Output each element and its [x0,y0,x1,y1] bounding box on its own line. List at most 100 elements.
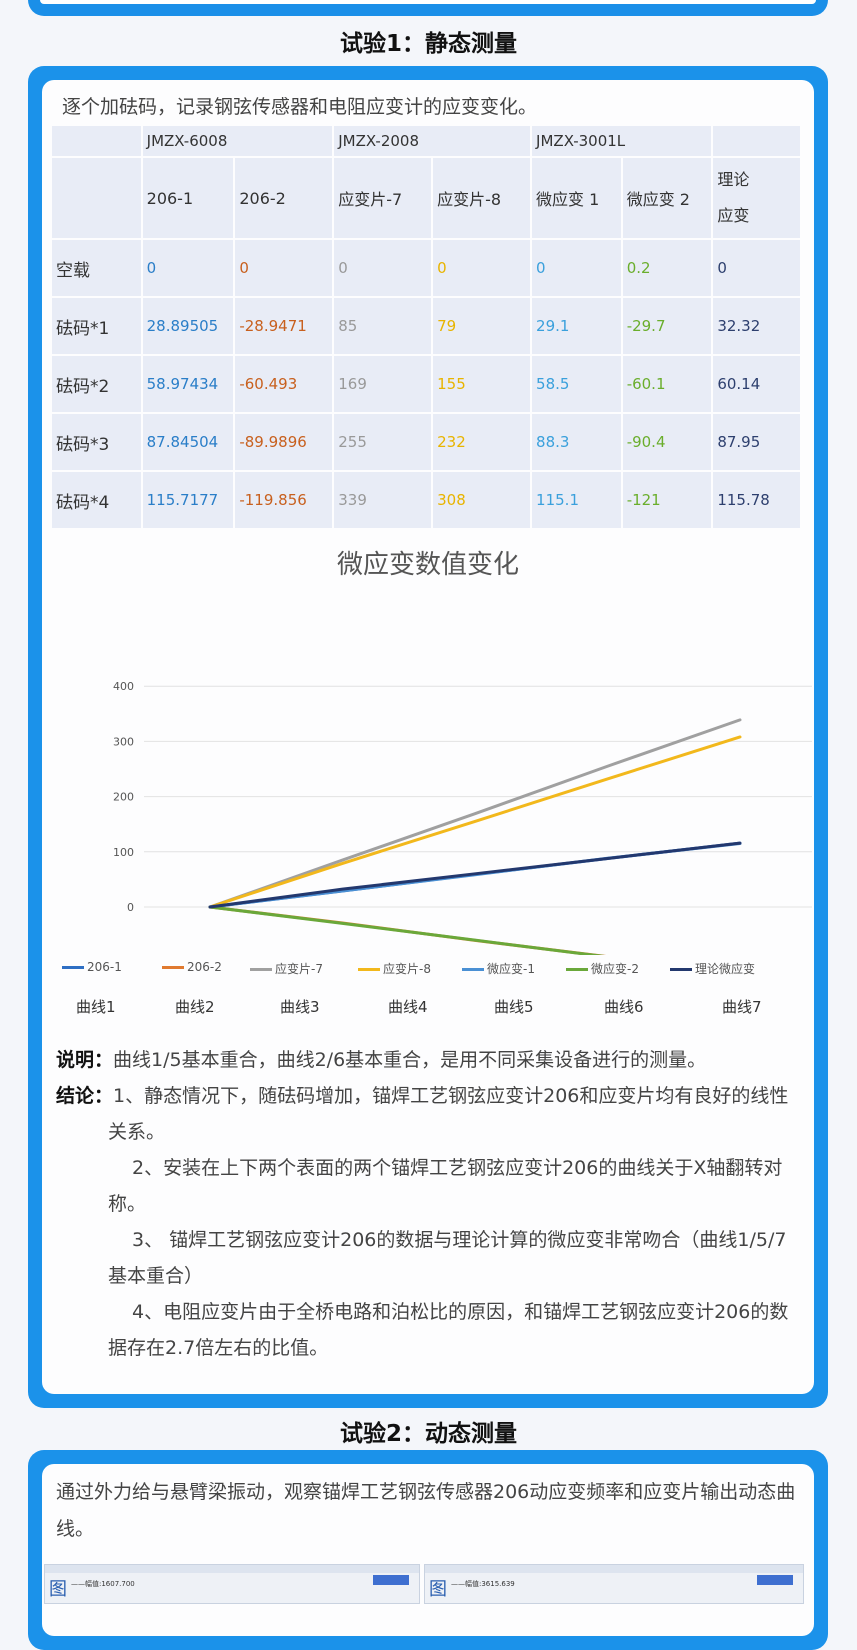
dynamic-screenshot-2: 图 ——幅值:3615.639 [424,1564,804,1604]
test2-title: 试验2：动态测量 [339,1421,517,1447]
table-row: 砝码*2 58.97434 -60.493 169 155 58.5 -60.1… [50,354,802,414]
chart-title: 微应变数值变化 [336,550,519,580]
legend-label: 206-1 [87,960,122,974]
series-line-应变片-8 [208,735,742,909]
col-gauge-7: 应变片-7 [332,156,434,240]
cell: 0 [332,238,434,298]
series-line-微应变-2 [208,905,605,955]
col-theory-line2: 应变 [717,206,750,225]
cell: 28.89505 [140,296,236,356]
thumb-titlebar [45,1565,419,1573]
group-empty-end [711,124,802,158]
row-label: 砝码*4 [50,470,143,530]
legend-item: 应变片-8 [358,960,431,977]
row-label: 砝码*1 [50,296,143,356]
test1-card: 逐个加砝码，记录钢弦传感器和电阻应变计的应变变化。 JMZX-6008 JMZX… [28,66,828,1408]
cell: -29.7 [620,296,714,356]
curve-label: 曲线4 [388,998,428,1016]
legend-item: 206-1 [62,960,122,974]
thumb-button [373,1575,409,1585]
curve-label: 曲线2 [175,998,215,1016]
col-micro-2: 微应变 2 [620,156,714,240]
dynamic-screenshots: 图 ——幅值:1607.700 图 ——幅值:3615.639 [42,1564,814,1604]
cell: 58.5 [530,354,623,414]
cell: -60.493 [233,354,335,414]
y-tick-label: 200 [113,791,134,804]
legend-label: 微应变-2 [591,962,639,976]
conclusion-1-text: 1、静态情况下，随砝码增加，锚焊工艺钢弦应变计206和应变片均有良好的线性关系。 [108,1085,789,1143]
thumb-caption: ——幅值:1607.700 [71,1580,135,1588]
y-tick-label: 300 [113,735,134,748]
row-label: 空载 [50,238,143,298]
curve-label: 曲线1 [76,998,116,1016]
legend-swatch [250,968,272,971]
legend-swatch [670,968,692,971]
explain-text: 曲线1/5基本重合，曲线2/6基本重合，是用不同采集设备进行的测量。 [113,1049,707,1071]
table-group-header: JMZX-6008 JMZX-2008 JMZX-3001L [50,124,802,158]
table-row: 砝码*1 28.89505 -28.9471 85 79 29.1 -29.7 … [50,296,802,356]
group-empty [50,124,143,158]
test1-intro: 逐个加砝码，记录钢弦传感器和电阻应变计的应变变化。 [62,96,538,118]
cell: 115.1 [530,470,623,530]
cell: -90.4 [620,412,714,472]
row-label: 砝码*3 [50,412,143,472]
cell: 255 [332,412,434,472]
col-theory-line1: 理论 [717,170,750,189]
cell: 339 [332,470,434,530]
cell: 0 [530,238,623,298]
curve-label: 曲线3 [280,998,320,1016]
test1-title: 试验1：静态测量 [339,31,517,57]
y-tick-label: 100 [113,846,134,859]
cell: -121 [620,470,714,530]
cell: 0 [431,238,533,298]
legend-label: 应变片-8 [383,962,431,976]
cell: -89.9896 [233,412,335,472]
legend-swatch [566,968,588,971]
y-tick-label: 400 [113,680,134,693]
cell: 0 [233,238,335,298]
thumb-fig-label: 图 [429,1579,447,1600]
cell: -119.856 [233,470,335,530]
cell: 32.32 [711,296,802,356]
test1-notes: 说明：曲线1/5基本重合，曲线2/6基本重合，是用不同采集设备进行的测量。 结论… [56,1042,801,1366]
cell: 88.3 [530,412,623,472]
curve-label: 曲线5 [494,998,534,1016]
cell: 115.78 [711,470,802,530]
group-jmzx-6008: JMZX-6008 [140,124,335,158]
cell: 58.97434 [140,354,236,414]
conclusion-label: 结论： [56,1085,114,1107]
legend-item: 微应变-2 [566,960,639,977]
col-theory: 理论 应变 [711,156,802,240]
table-row: 空载 0 0 0 0 0 0.2 0 [50,238,802,298]
explain-label: 说明： [56,1049,114,1071]
cell: 79 [431,296,533,356]
test2-intro: 通过外力给与悬臂梁振动，观察锚焊工艺钢弦传感器206动应变频率和应变片输出动态曲… [56,1481,796,1540]
conclusion-3: 3、 锚焊工艺钢弦应变计206的数据与理论计算的微应变非常吻合（曲线1/5/7基… [108,1229,787,1287]
conclusion-4: 4、电阻应变片由于全桥电路和泊松比的原因，和锚焊工艺钢弦应变计206的数据存在2… [108,1301,789,1359]
cell: 29.1 [530,296,623,356]
series-line-理论微应变 [208,841,742,909]
group-jmzx-3001l: JMZX-3001L [530,124,714,158]
legend-swatch [462,968,484,971]
curve-label: 曲线7 [722,998,762,1016]
test2-card-content: 通过外力给与悬臂梁振动，观察锚焊工艺钢弦传感器206动应变频率和应变片输出动态曲… [42,1464,814,1636]
cell: 85 [332,296,434,356]
legend-swatch [62,966,84,969]
legend-item: 微应变-1 [462,960,535,977]
table-column-header: 206-1 206-2 应变片-7 应变片-8 微应变 1 微应变 2 理论 应… [50,156,802,240]
table-row: 砝码*3 87.84504 -89.9896 255 232 88.3 -90.… [50,412,802,472]
group-jmzx-2008: JMZX-2008 [332,124,533,158]
cell: 308 [431,470,533,530]
legend-item: 理论微应变 [670,960,755,977]
cell: -28.9471 [233,296,335,356]
y-tick-label: 0 [127,901,134,914]
cell: -60.1 [620,354,714,414]
cell: 232 [431,412,533,472]
thumb-button [757,1575,793,1585]
cell: 115.7177 [140,470,236,530]
series-line-206-2 [208,905,607,955]
col-empty [50,156,143,240]
legend-label: 理论微应变 [695,962,756,976]
explain-paragraph: 说明：曲线1/5基本重合，曲线2/6基本重合，是用不同采集设备进行的测量。 [56,1042,801,1078]
legend-swatch [162,966,184,969]
